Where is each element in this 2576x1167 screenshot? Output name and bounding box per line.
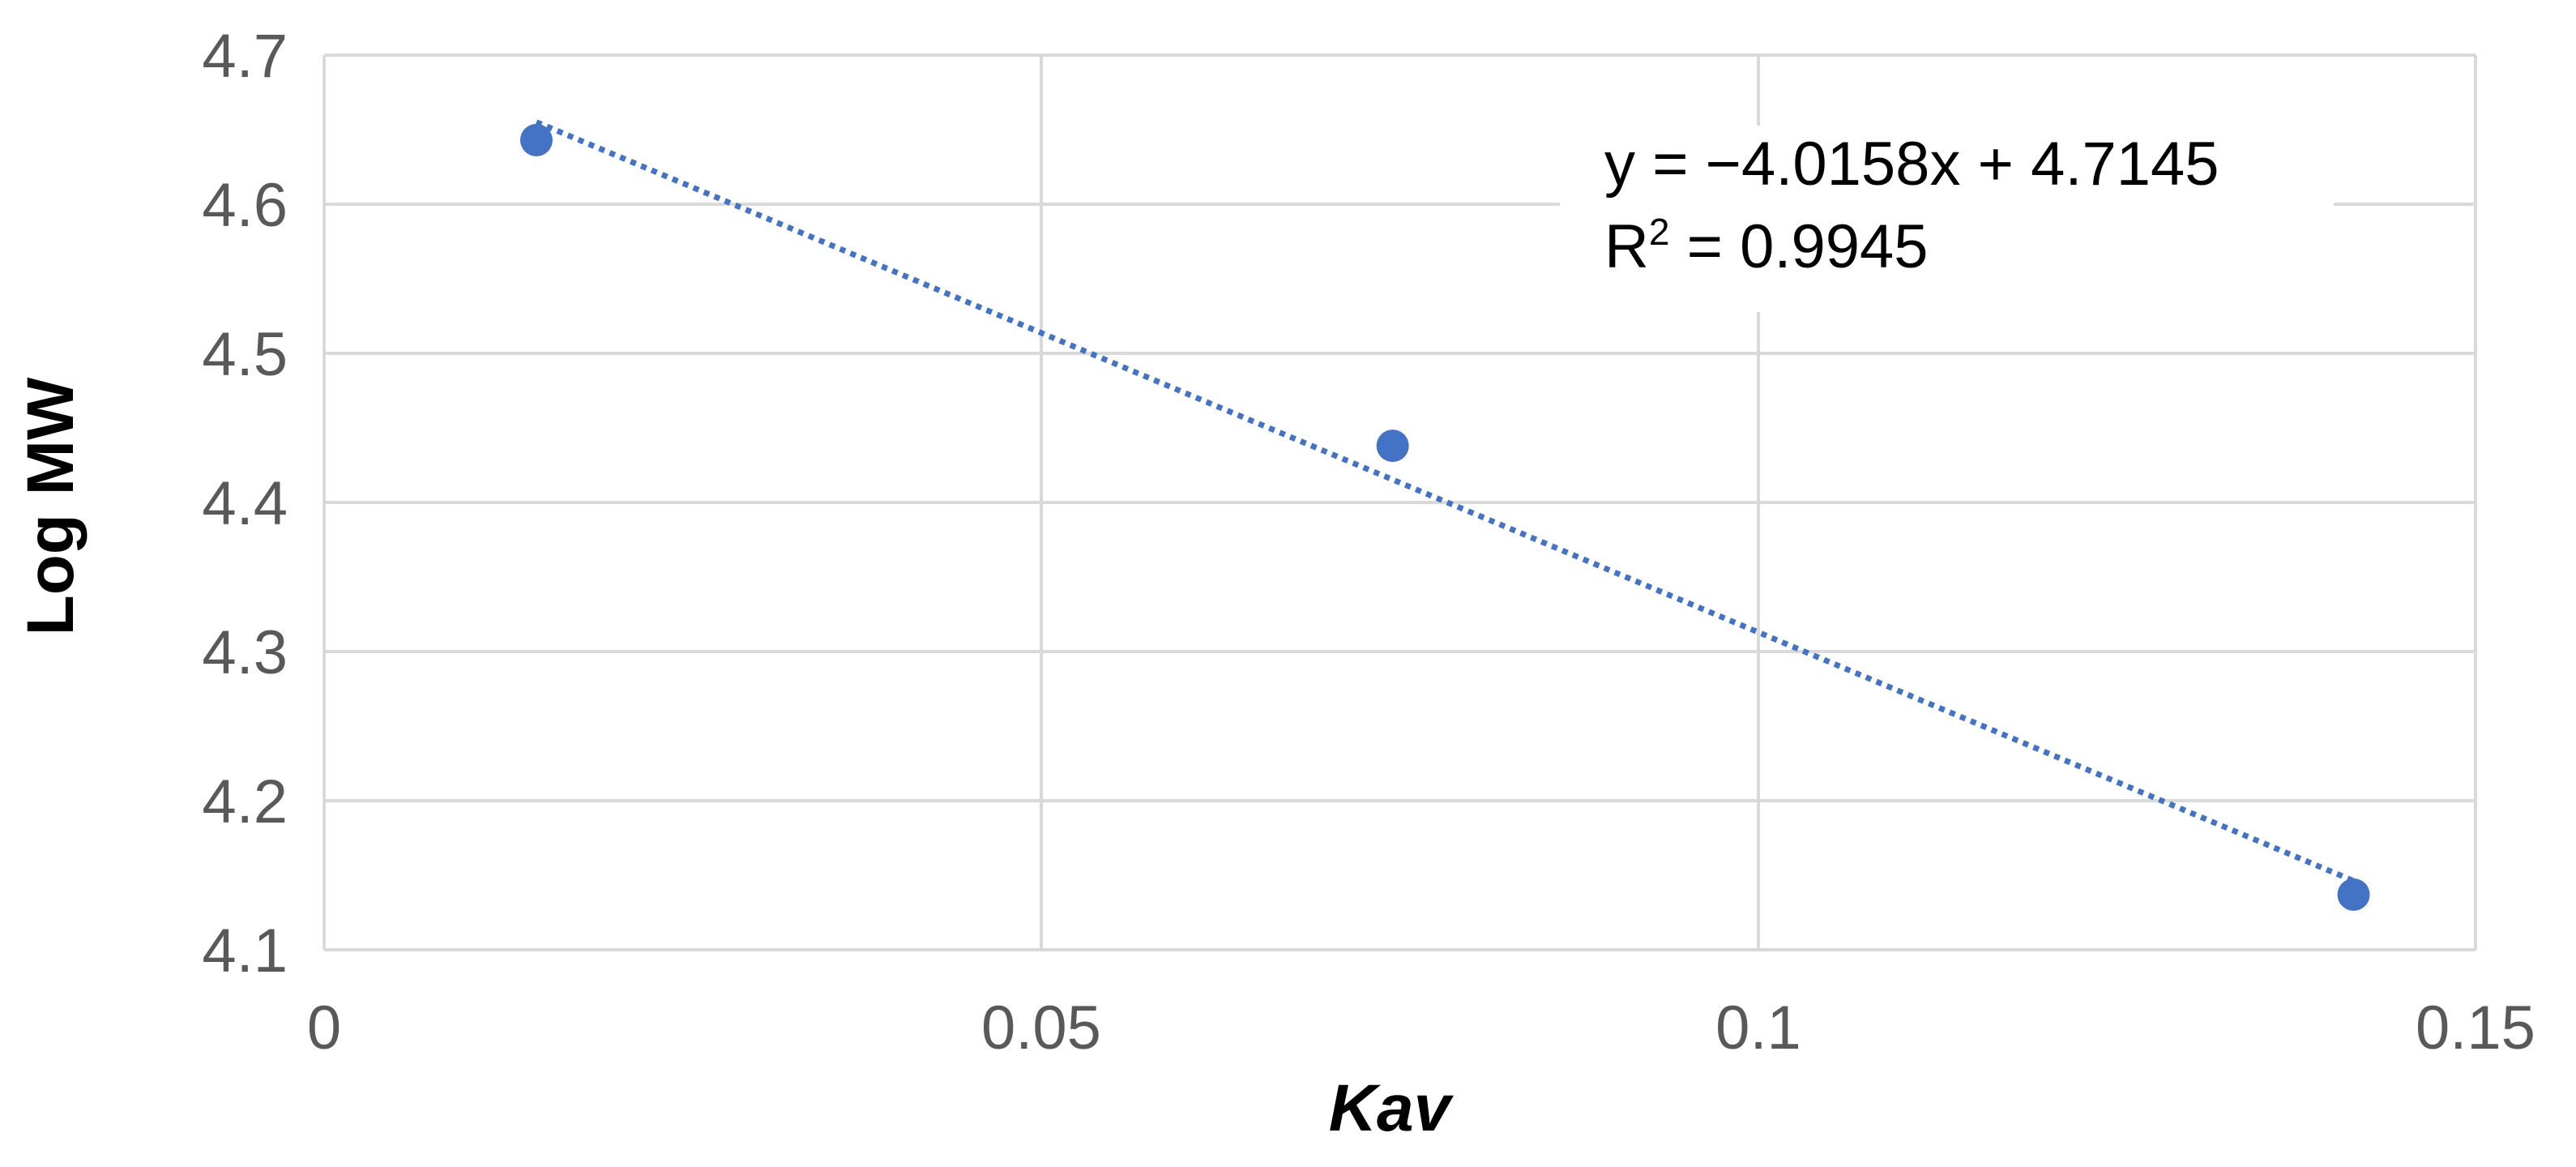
data-points [519,123,2370,911]
data-point-0-0 [519,123,553,156]
y-tick-labels: 4.1 4.2 4.3 4.4 4.5 4.6 4.7 [202,22,288,985]
x-tick-label-2: 0.1 [1715,994,1801,1062]
trendline-equation-box: y = −4.0158x + 4.7145 R2 = 0.9945 [1560,126,2334,312]
x-tick-label-0: 0 [307,994,341,1062]
y-tick-label-3: 4.4 [202,469,288,538]
x-tick-label-1: 0.05 [981,994,1101,1062]
data-point-0-1 [1376,430,1409,463]
r-squared-label: R2 = 0.9945 [1604,211,1929,281]
r-squared-value: = 0.9945 [1669,212,1928,281]
r-squared-prefix: R [1604,212,1649,281]
y-tick-label-4: 4.5 [202,320,288,389]
trendline-equation: y = −4.0158x + 4.7145 [1604,130,2219,199]
y-tick-label-0: 4.1 [202,917,288,985]
y-tick-label-2: 4.3 [202,618,288,687]
data-point-0-2 [2337,878,2370,911]
grid-lines [323,53,2477,951]
equation-background [1560,126,2334,312]
x-tick-labels: 0 0.05 0.1 0.15 [307,994,2535,1062]
x-axis-title: Kav [1329,1071,1455,1145]
y-tick-label-6: 4.7 [202,22,288,91]
y-tick-label-5: 4.6 [202,171,288,240]
x-tick-label-3: 0.15 [2416,994,2535,1062]
r-squared-superscript: 2 [1649,211,1670,253]
y-axis-title: Log MW [14,377,88,635]
y-tick-label-1: 4.2 [202,767,288,836]
